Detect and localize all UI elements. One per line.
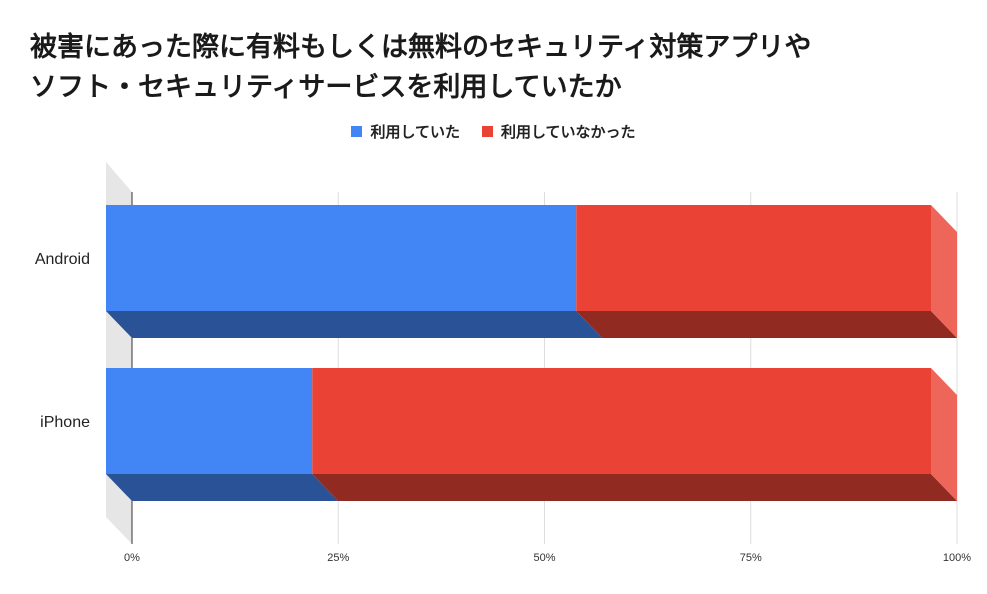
bar-bottom-iphone-series-1 bbox=[106, 474, 339, 501]
bar-android-series-1 bbox=[106, 205, 577, 311]
legend-item-not-used: 利用していなかった bbox=[482, 121, 636, 142]
bar-iphone-series-1 bbox=[106, 368, 313, 474]
legend-label-used: 利用していた bbox=[370, 122, 460, 141]
legend-item-used: 利用していた bbox=[351, 121, 460, 142]
chart-legend: 利用していた 利用していなかった bbox=[0, 121, 987, 141]
chart-title-line-2: ソフト・セキュリティサービスを利用していたか bbox=[30, 72, 622, 103]
legend-label-not-used: 利用していなかった bbox=[501, 122, 636, 141]
category-label-iphone: iPhone bbox=[40, 414, 90, 431]
bar-bottom-iphone-series-2 bbox=[312, 474, 957, 501]
x-tick-label: 50% bbox=[533, 552, 555, 564]
category-label-android: Android bbox=[35, 251, 90, 268]
bar-endcap-iphone bbox=[931, 368, 957, 501]
bar-iphone-series-2 bbox=[312, 368, 931, 474]
bar-android-series-2 bbox=[576, 205, 931, 311]
chart-title: 被害にあった際に有料もしくは無料のセキュリティ対策アプリや ソフト・セキュリティ… bbox=[30, 28, 960, 108]
bar-endcap-android bbox=[931, 205, 957, 338]
x-tick-label: 75% bbox=[740, 552, 762, 564]
x-tick-label: 25% bbox=[327, 552, 349, 564]
x-tick-label: 100% bbox=[943, 552, 971, 564]
chart-title-line-1: 被害にあった際に有料もしくは無料のセキュリティ対策アプリや bbox=[30, 32, 812, 63]
legend-swatch-not-used bbox=[482, 125, 493, 137]
bar-bottom-android-series-1 bbox=[106, 311, 603, 338]
bar-bottom-android-series-2 bbox=[576, 311, 957, 338]
legend-swatch-used bbox=[351, 125, 363, 137]
x-tick-label: 0% bbox=[124, 552, 140, 564]
